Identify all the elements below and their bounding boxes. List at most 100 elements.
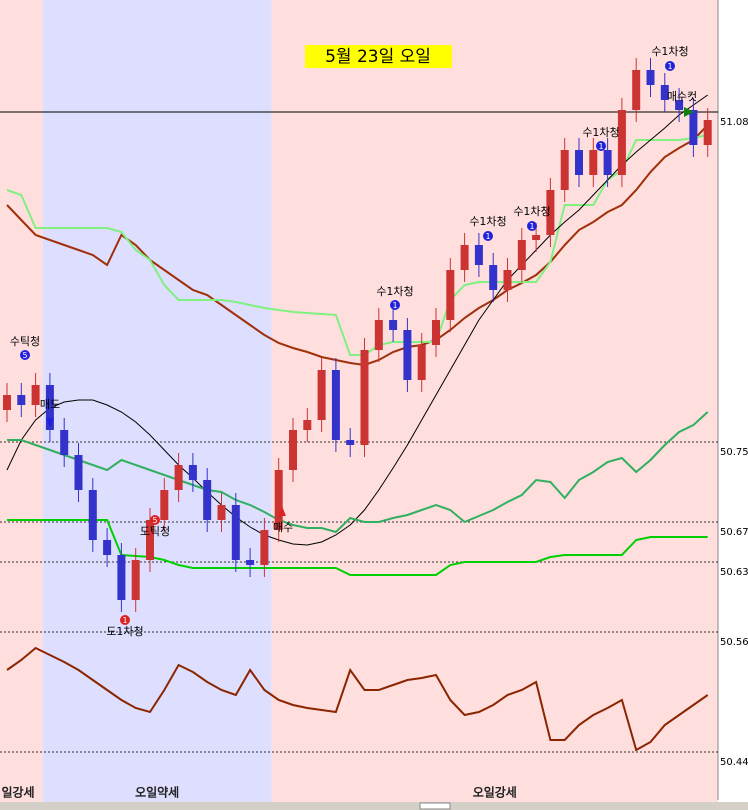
signal-marker [120, 615, 130, 625]
tick-label-box [719, 525, 748, 539]
candle-body [617, 110, 626, 175]
session-band [42, 0, 272, 802]
signal-marker [596, 141, 606, 151]
annotation-label: 수1차청 [513, 205, 550, 218]
indicator-line [6, 124, 709, 367]
candle-body [231, 505, 240, 560]
tick-label-box [719, 565, 748, 579]
y-tick-label: 50.67 [720, 527, 748, 538]
candle-body [174, 465, 183, 490]
signal-marker [20, 350, 30, 360]
candle-body [560, 150, 569, 190]
candle-body [289, 430, 297, 470]
tick-label-box [719, 635, 748, 649]
indicator-line [6, 134, 708, 356]
candle-body [88, 490, 97, 540]
candle-body [60, 430, 69, 455]
signal-marker [390, 300, 400, 310]
candle-body [689, 110, 698, 145]
candle-body [31, 385, 40, 405]
candle-body [3, 395, 11, 410]
annotation-label: 매도 [40, 398, 60, 411]
candle-body [632, 70, 641, 110]
candle-body [317, 370, 326, 420]
signal-marker-label: 1 [122, 616, 127, 625]
candle-body [517, 240, 526, 270]
y-tick-label: 51.08 [720, 117, 748, 128]
candle-body [503, 270, 512, 290]
session-label: 오일약세 [135, 785, 179, 800]
annotation-label: 도틱청 [140, 525, 170, 538]
scrollbar[interactable] [0, 802, 748, 810]
annotation-label: 매수 [273, 521, 293, 534]
candle-body [188, 465, 197, 480]
annotation-label: 수틱청 [10, 335, 40, 348]
y-tick-label: 50.63 [720, 567, 748, 578]
candle-body [417, 345, 426, 380]
candle-body [589, 150, 598, 175]
tick-label-box [719, 755, 748, 769]
candle-body [160, 490, 169, 520]
signal-marker [483, 231, 493, 241]
candle-body [331, 370, 340, 440]
candle-body [45, 385, 54, 430]
session-label: 오일강세 [473, 785, 517, 800]
candle-body [217, 505, 226, 520]
y-tick-label: 50.44 [720, 757, 748, 768]
signal-marker-label: 1 [392, 301, 397, 310]
annotation-label: 수1차청 [469, 215, 506, 228]
signal-marker-label: 5 [152, 516, 157, 525]
candle-body [703, 120, 712, 145]
candle-body [403, 330, 412, 380]
candle-body [532, 235, 541, 240]
candle-body [646, 70, 655, 85]
candle-body [303, 420, 312, 430]
candle-body [446, 270, 455, 320]
annotation-label: 수1차청 [376, 285, 413, 298]
y-tick-label: 50.56 [720, 637, 748, 648]
tick-label-box [719, 115, 748, 129]
exit-arrow [684, 107, 694, 117]
candle-body [146, 520, 154, 560]
candle-body [131, 560, 140, 600]
annotation-label: 매수컷 [667, 90, 697, 103]
candle-body [374, 320, 383, 350]
signal-marker-label: 1 [667, 62, 672, 71]
candle-body [274, 470, 283, 530]
annotation-label: 수1차청 [582, 126, 619, 139]
signal-marker-label: 1 [529, 222, 534, 231]
session-band [271, 0, 718, 802]
session-label: 일강세 [1, 785, 34, 800]
annotation-layer: 수틱청5매도도1차청1도틱청5매수수1차청1수1차청1수1차청1수1차청1수1차… [10, 45, 697, 638]
indicator-line [6, 646, 709, 752]
signal-marker [150, 515, 160, 525]
signal-marker [665, 61, 675, 71]
candle-body [489, 265, 498, 290]
candle-body [260, 530, 269, 565]
candle-body [103, 540, 112, 555]
signal-marker-label: 5 [22, 351, 27, 360]
candle-body [660, 85, 669, 100]
buy-arrow [278, 506, 286, 516]
indicator-line [6, 94, 708, 546]
candle-body [360, 350, 369, 445]
chart-title: 5월 23일 오일 [325, 47, 431, 67]
scroll-thumb[interactable] [419, 802, 451, 810]
candle-body [74, 455, 83, 490]
signal-marker-label: 1 [598, 142, 603, 151]
candle-body [603, 150, 612, 175]
annotation-label: 도1차청 [106, 625, 143, 638]
signal-marker-label: 1 [485, 232, 490, 241]
annotation-label: 수1차청 [651, 45, 688, 58]
sell-arrow [46, 418, 54, 428]
title-box [305, 45, 452, 68]
candle-body [474, 245, 483, 265]
candle-body [575, 150, 583, 175]
candle-body [389, 320, 398, 330]
candle-body [246, 560, 255, 565]
candle-layer [3, 58, 712, 612]
indicator-line [7, 411, 709, 534]
